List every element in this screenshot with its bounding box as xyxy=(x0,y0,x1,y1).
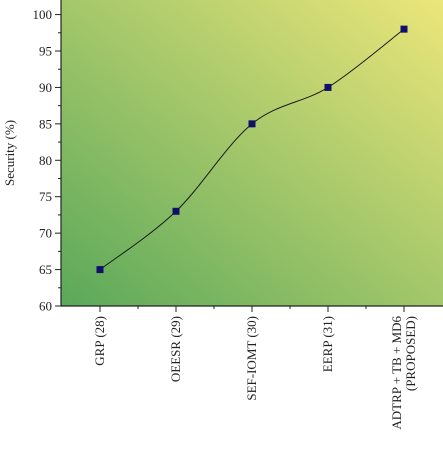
data-point xyxy=(324,83,332,91)
y-tick-label: 80 xyxy=(39,153,52,168)
y-tick-label: 65 xyxy=(39,262,52,277)
plot-area xyxy=(61,0,443,306)
y-tick-label: 90 xyxy=(39,80,52,95)
x-tick-label: EERP (31) xyxy=(320,316,335,372)
x-tick-label: SEF-IOMT (30) xyxy=(244,316,259,401)
y-tick-label: 75 xyxy=(39,189,52,204)
y-tick-label: 95 xyxy=(39,44,52,59)
y-axis-title: Security (%) xyxy=(2,120,17,186)
y-tick-label: 70 xyxy=(39,226,52,241)
x-tick-label: GRP (28) xyxy=(92,316,107,366)
y-tick-label: 100 xyxy=(33,7,53,22)
data-point xyxy=(248,120,256,128)
x-tick-label: OEESR (29) xyxy=(168,316,183,382)
x-tick-label: (PROPOSED) xyxy=(403,316,418,391)
y-tick-label: 60 xyxy=(39,299,52,314)
data-point xyxy=(172,207,180,215)
data-point xyxy=(400,25,408,33)
data-point xyxy=(96,266,104,274)
x-tick-label: ADTRP + TB + MD6 xyxy=(389,316,404,430)
y-tick-label: 85 xyxy=(39,116,52,131)
